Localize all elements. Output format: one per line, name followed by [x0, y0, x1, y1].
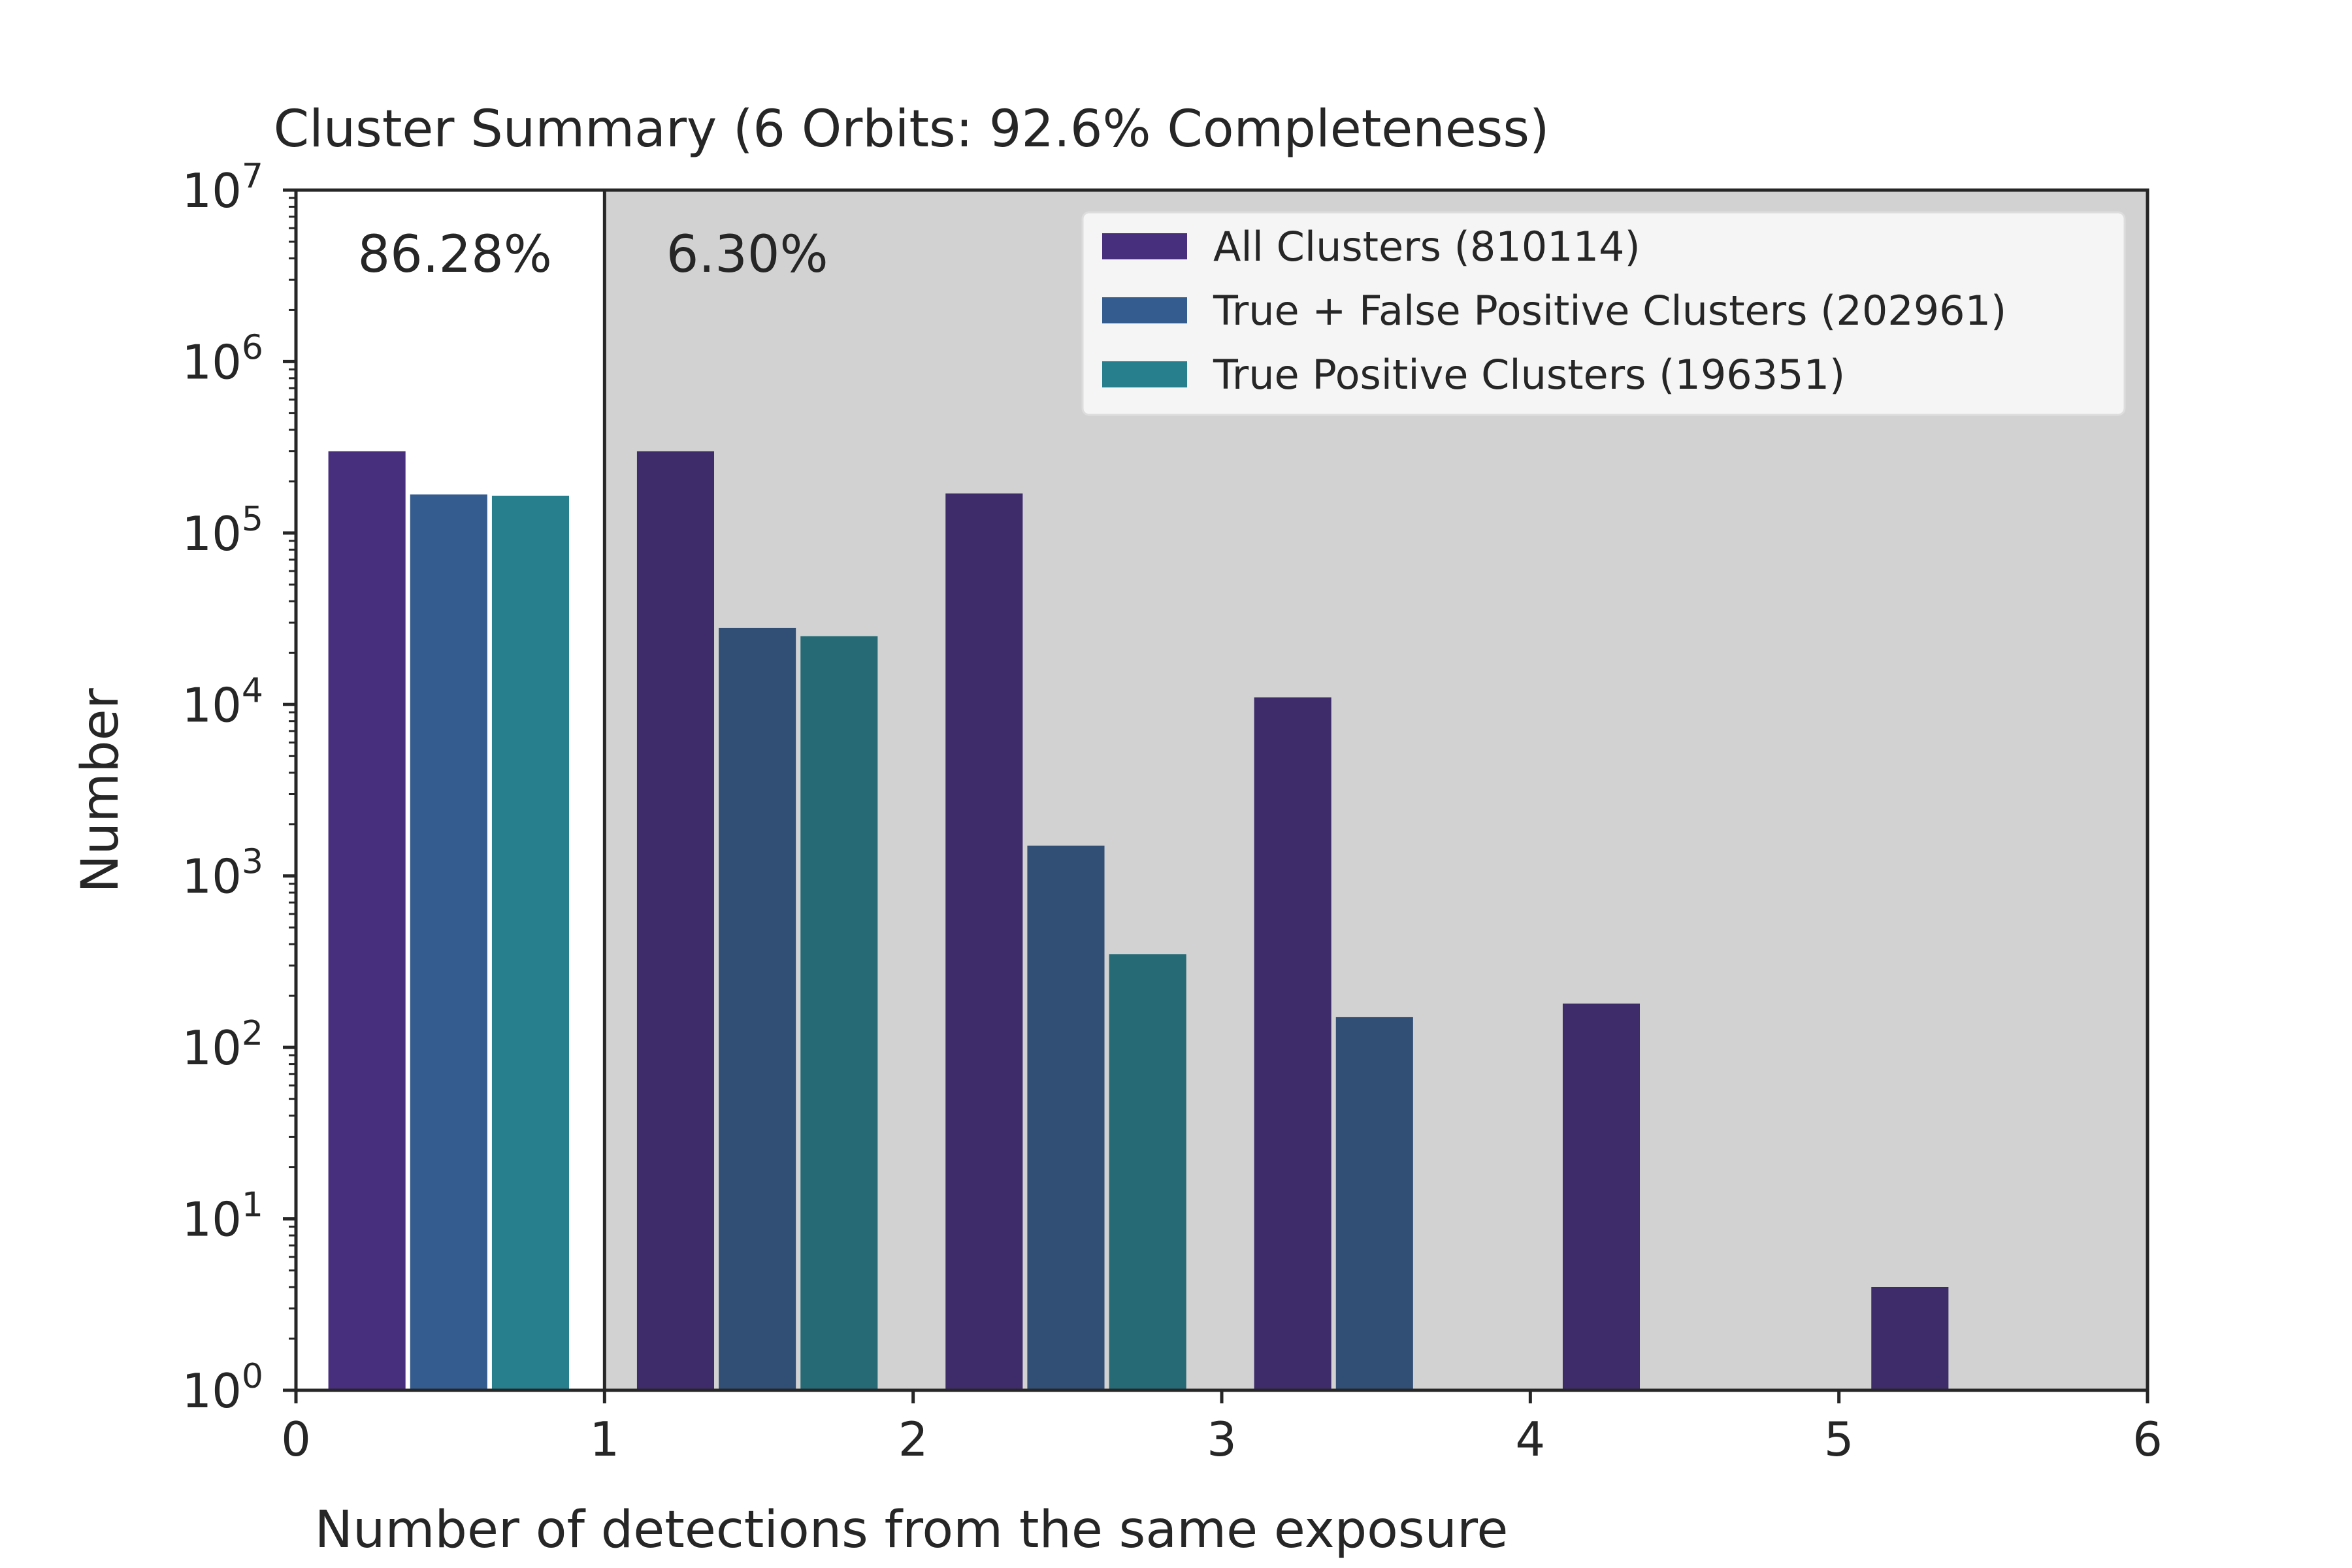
region-label-0: 86.28% — [357, 225, 551, 284]
x-tick-label: 1 — [589, 1412, 619, 1467]
bar-s0-bin2 — [945, 493, 1023, 1390]
chart-title: Cluster Summary (6 Orbits: 92.6% Complet… — [274, 100, 1550, 159]
x-tick-label: 5 — [1824, 1412, 1854, 1467]
y-tick-label: 103 — [182, 843, 263, 904]
bar-s1-bin0 — [410, 494, 487, 1391]
legend-label-0: All Clusters (810114) — [1213, 223, 1641, 270]
x-tick-label: 3 — [1207, 1412, 1237, 1467]
x-axis-label: Number of detections from the same expos… — [315, 1501, 1509, 1560]
y-tick-label: 100 — [182, 1357, 263, 1418]
legend-swatch-0 — [1102, 233, 1187, 259]
y-tick-label: 105 — [182, 500, 263, 561]
x-tick-label: 2 — [898, 1412, 928, 1467]
bar-s2-bin0 — [491, 495, 570, 1390]
bar-s2-bin2 — [1109, 954, 1186, 1390]
bar-s1-bin3 — [1335, 1017, 1413, 1390]
x-tick-label: 0 — [281, 1412, 311, 1467]
region-label-1: 6.30% — [666, 225, 828, 284]
bar-s0-bin1 — [636, 451, 715, 1390]
y-tick-label: 106 — [182, 328, 263, 389]
legend: All Clusters (810114) True + False Positi… — [1081, 211, 2126, 416]
bars — [328, 190, 1949, 1391]
legend-swatch-1 — [1102, 297, 1187, 323]
bar-s2-bin1 — [800, 636, 878, 1390]
y-tick-label: 107 — [182, 157, 263, 218]
legend-label-1: True + False Positive Clusters (202961) — [1213, 287, 2006, 335]
legend-label-2: True Positive Clusters (196351) — [1213, 351, 1845, 399]
x-tick-label: 6 — [2132, 1412, 2163, 1467]
region-labels: 86.28% 6.30% — [357, 225, 828, 284]
bar-s1-bin2 — [1027, 845, 1105, 1390]
y-tick-label: 104 — [182, 671, 263, 732]
y-axis-label: Number — [71, 687, 130, 892]
bar-s0-bin4 — [1562, 1004, 1641, 1390]
axes: 0 1 2 3 4 5 6 100 101 102 103 104 105 106 107 — [182, 157, 2163, 1467]
y-tick-label: 101 — [182, 1186, 263, 1247]
x-tick-label: 4 — [1515, 1412, 1545, 1467]
legend-box — [1081, 211, 2126, 416]
y-tick-label: 102 — [182, 1014, 263, 1075]
legend-swatch-2 — [1102, 361, 1187, 387]
bar-s0-bin0 — [328, 451, 406, 1390]
bar-s0-bin3 — [1254, 697, 1331, 1390]
bar-s0-bin5 — [1871, 1287, 1949, 1390]
bar-s1-bin1 — [719, 627, 796, 1390]
